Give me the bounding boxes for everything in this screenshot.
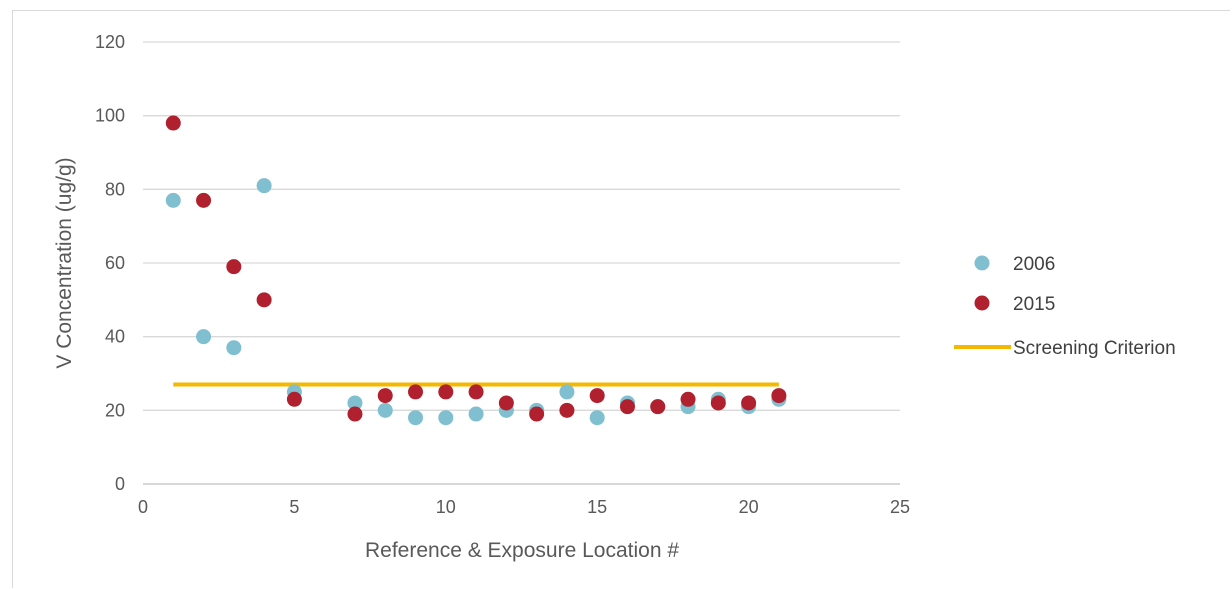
- point-2015: [771, 388, 787, 404]
- point-2015: [347, 406, 363, 422]
- point-2006: [377, 402, 393, 418]
- point-2015: [286, 391, 302, 407]
- point-2006: [468, 406, 484, 422]
- point-2006: [589, 410, 605, 426]
- point-2006: [256, 178, 272, 194]
- point-2015: [741, 395, 757, 411]
- point-2015: [165, 115, 181, 131]
- point-2006: [226, 340, 242, 356]
- y-axis-ticks: 0 20 40 60 80 100 120: [95, 32, 125, 494]
- point-2015: [619, 399, 635, 415]
- x-tick-label: 10: [436, 497, 456, 517]
- point-2015: [559, 402, 575, 418]
- y-tick-label: 80: [105, 179, 125, 199]
- x-axis-title: Reference & Exposure Location #: [365, 539, 679, 562]
- legend-label-screening-criterion: Screening Criterion: [1013, 338, 1176, 359]
- point-2015: [498, 395, 514, 411]
- point-2015: [256, 292, 272, 308]
- legend-label-2015: 2015: [1013, 294, 1055, 315]
- point-2015: [710, 395, 726, 411]
- y-tick-label: 40: [105, 327, 125, 347]
- point-2006: [196, 329, 212, 345]
- point-2015: [468, 384, 484, 400]
- point-2015: [377, 388, 393, 404]
- point-2015: [408, 384, 424, 400]
- legend-marker-2006: [974, 255, 990, 271]
- point-2006: [165, 192, 181, 208]
- point-2006: [438, 410, 454, 426]
- point-2015: [650, 399, 666, 415]
- point-2015: [226, 259, 242, 275]
- legend-marker-2015: [974, 295, 990, 311]
- y-axis-title: V Concentration (ug/g): [53, 157, 76, 368]
- x-tick-label: 25: [890, 497, 910, 517]
- y-tick-label: 0: [115, 474, 125, 494]
- point-2006: [559, 384, 575, 400]
- legend: 2006 2015 Screening Criterion: [954, 254, 1176, 359]
- point-2015: [196, 192, 212, 208]
- x-tick-label: 5: [289, 497, 299, 517]
- chart-frame: [12, 10, 1230, 588]
- point-2015: [529, 406, 545, 422]
- x-axis-ticks: 0 5 10 15 20 25: [138, 497, 910, 517]
- y-tick-label: 20: [105, 400, 125, 420]
- data-points: [165, 115, 787, 426]
- point-2006: [347, 395, 363, 411]
- y-tick-label: 100: [95, 106, 125, 126]
- legend-label-2006: 2006: [1013, 254, 1055, 275]
- point-2015: [680, 391, 696, 407]
- x-tick-label: 20: [739, 497, 759, 517]
- x-tick-label: 0: [138, 497, 148, 517]
- y-tick-label: 60: [105, 253, 125, 273]
- point-2015: [589, 388, 605, 404]
- point-2006: [408, 410, 424, 426]
- x-tick-label: 15: [587, 497, 607, 517]
- y-tick-label: 120: [95, 32, 125, 52]
- gridlines: [143, 41, 900, 485]
- point-2015: [438, 384, 454, 400]
